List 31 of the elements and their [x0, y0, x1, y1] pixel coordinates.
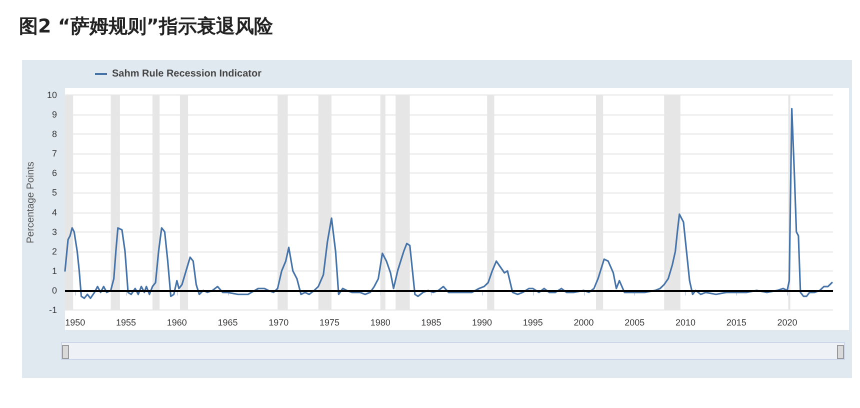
x-tick-label: 2000 — [574, 318, 594, 328]
x-tick-label: 1950 — [65, 318, 86, 328]
x-tick-label: 1980 — [370, 318, 390, 328]
y-tick-label: 5 — [52, 188, 57, 198]
x-tick-label: 2005 — [624, 318, 645, 328]
x-tick-label: 1975 — [319, 318, 340, 328]
x-tick-label: 2010 — [675, 318, 696, 328]
y-tick-label: 1 — [52, 266, 57, 276]
y-axis-title: Percentage Points — [26, 162, 37, 244]
y-tick-label: 10 — [46, 90, 57, 100]
y-tick-label: 7 — [52, 148, 57, 159]
x-tick-label: 1960 — [166, 318, 187, 328]
y-tick-label: -1 — [48, 305, 57, 315]
x-tick-label: 1990 — [472, 318, 492, 328]
x-tick-label: 2015 — [726, 318, 746, 328]
y-tick-label: 4 — [52, 207, 57, 218]
y-tick-label: 0 — [52, 285, 57, 296]
y-tick-label: 8 — [52, 129, 57, 140]
y-tick-label: 9 — [52, 110, 57, 120]
legend-label: Sahm Rule Recession Indicator — [112, 68, 262, 80]
x-tick-label: 1985 — [421, 318, 442, 328]
chart-title: 图2 “萨姆规则”指示衰退风险 — [19, 16, 274, 38]
x-tick-label: 1965 — [218, 318, 238, 328]
line-series — [64, 108, 833, 300]
y-tick-label: 3 — [52, 226, 57, 237]
x-tick-label: 1970 — [268, 318, 289, 328]
y-tick-label: 2 — [52, 246, 57, 256]
x-tick-label: 2020 — [777, 318, 798, 328]
y-tick-label: 6 — [52, 168, 57, 178]
x-tick-label: 1955 — [116, 318, 136, 328]
x-tick-label: 1995 — [522, 318, 543, 328]
